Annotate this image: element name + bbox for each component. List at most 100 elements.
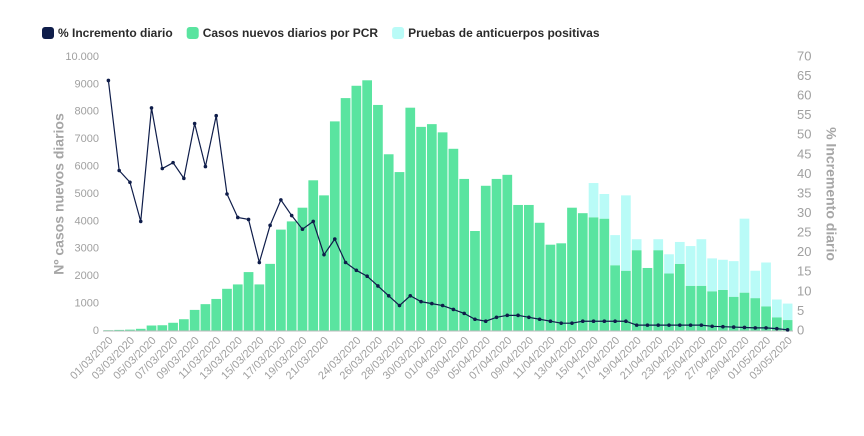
bar bbox=[588, 183, 599, 218]
line-point bbox=[376, 284, 380, 288]
line-point bbox=[559, 321, 564, 325]
bar bbox=[416, 126, 426, 332]
line-point bbox=[332, 237, 337, 241]
legend-label: Pruebas de anticuerpos positivas bbox=[408, 26, 600, 40]
bar bbox=[739, 218, 750, 293]
y2-tick-label: 0 bbox=[797, 322, 804, 337]
line-point bbox=[128, 180, 132, 185]
line-point bbox=[505, 313, 510, 318]
y-tick-label: 1000 bbox=[75, 298, 99, 310]
line-point bbox=[106, 78, 111, 83]
bar bbox=[750, 270, 761, 299]
bar bbox=[276, 229, 286, 331]
bar bbox=[771, 299, 782, 318]
line-point bbox=[192, 121, 197, 126]
bar bbox=[761, 262, 771, 307]
bar bbox=[146, 325, 157, 331]
y2-tick-label: 10 bbox=[797, 283, 811, 298]
line-point bbox=[300, 227, 305, 232]
line-point bbox=[753, 326, 758, 330]
y-tick-label: 10.000 bbox=[65, 51, 99, 63]
line-point bbox=[537, 317, 542, 322]
y2-tick-label: 25 bbox=[797, 225, 811, 240]
line-point bbox=[268, 223, 272, 228]
line-point bbox=[527, 315, 531, 320]
line-point bbox=[408, 293, 413, 298]
bar bbox=[524, 204, 534, 331]
line-point bbox=[580, 319, 585, 324]
bar bbox=[631, 239, 642, 251]
line-point bbox=[214, 113, 219, 118]
line-point bbox=[171, 160, 175, 165]
line-point bbox=[483, 319, 488, 324]
bar bbox=[728, 296, 739, 331]
bar bbox=[459, 178, 470, 331]
line-point bbox=[645, 323, 650, 327]
bar bbox=[567, 207, 577, 331]
bar bbox=[610, 235, 620, 266]
line-point bbox=[225, 192, 229, 196]
bar bbox=[599, 194, 610, 219]
bar bbox=[448, 148, 459, 331]
y-axis-title: Nº casos nuevos diarios bbox=[51, 113, 67, 275]
bar bbox=[265, 263, 275, 331]
legend-swatch bbox=[186, 27, 199, 39]
line bbox=[107, 80, 788, 331]
line-point bbox=[397, 303, 402, 308]
bar bbox=[653, 250, 664, 331]
line-point bbox=[613, 319, 617, 324]
y-tick-label: 8000 bbox=[75, 106, 99, 118]
bar bbox=[200, 304, 211, 331]
line-point bbox=[160, 166, 165, 171]
line-point bbox=[289, 213, 294, 218]
bar bbox=[373, 104, 383, 331]
line-point bbox=[354, 268, 359, 273]
bar bbox=[631, 250, 642, 331]
bar bbox=[351, 85, 362, 332]
y2-tick-label: 65 bbox=[797, 68, 811, 83]
line-point bbox=[246, 217, 251, 222]
bar bbox=[782, 320, 793, 331]
line-point bbox=[710, 324, 714, 329]
bar bbox=[125, 329, 135, 331]
line-point bbox=[419, 299, 423, 304]
line-point bbox=[688, 323, 693, 327]
line-point bbox=[775, 326, 779, 331]
bar bbox=[588, 217, 599, 331]
line-point bbox=[440, 303, 445, 308]
y-tick-label: 5000 bbox=[75, 188, 99, 200]
bar bbox=[718, 289, 728, 331]
y-tick-label: 4000 bbox=[75, 215, 99, 227]
bar bbox=[222, 288, 232, 331]
bar bbox=[761, 306, 771, 331]
bar bbox=[308, 180, 319, 331]
y2-tick-label: 35 bbox=[797, 185, 811, 200]
bar bbox=[426, 124, 437, 331]
legend-label: % Incremento diario bbox=[58, 26, 173, 40]
line-point bbox=[138, 219, 143, 224]
bar bbox=[685, 285, 696, 331]
line-point bbox=[624, 319, 628, 324]
line-point bbox=[516, 313, 520, 318]
bar bbox=[319, 195, 329, 331]
line-point bbox=[117, 168, 121, 173]
bar bbox=[599, 218, 610, 331]
bar bbox=[664, 254, 674, 274]
line-point bbox=[365, 274, 369, 279]
bar bbox=[707, 258, 717, 292]
bar bbox=[556, 243, 567, 331]
bar bbox=[135, 328, 146, 331]
line-point bbox=[667, 323, 671, 327]
bar bbox=[480, 185, 491, 331]
bar bbox=[621, 195, 631, 271]
line-point bbox=[257, 260, 262, 265]
bar bbox=[718, 259, 728, 290]
line-point bbox=[731, 325, 736, 329]
y-tick-label: 3000 bbox=[75, 243, 99, 255]
line-point bbox=[311, 219, 316, 224]
line-point bbox=[570, 321, 574, 325]
bar bbox=[340, 98, 351, 331]
bar bbox=[405, 107, 416, 331]
line-point bbox=[203, 164, 208, 169]
